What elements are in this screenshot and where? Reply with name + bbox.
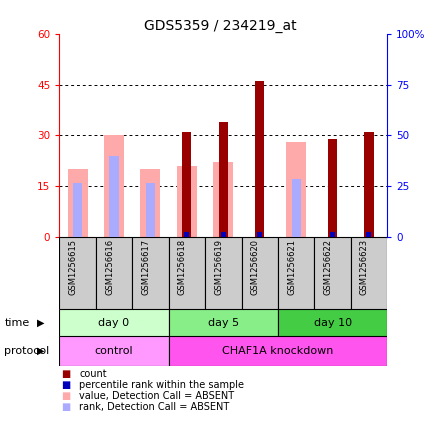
Text: GSM1256615: GSM1256615	[69, 239, 77, 295]
Bar	[177, 166, 197, 237]
Bar	[59, 309, 169, 336]
Text: GSM1256618: GSM1256618	[178, 239, 187, 295]
Bar	[169, 237, 205, 309]
Text: GSM1256623: GSM1256623	[360, 239, 369, 295]
Text: time: time	[4, 318, 29, 327]
Text: CHAF1A knockdown: CHAF1A knockdown	[222, 346, 334, 356]
Bar	[364, 132, 374, 237]
Bar	[278, 237, 314, 309]
Text: percentile rank within the sample: percentile rank within the sample	[79, 380, 244, 390]
Text: value, Detection Call = ABSENT: value, Detection Call = ABSENT	[79, 391, 235, 401]
Bar	[213, 162, 233, 237]
Bar	[182, 132, 191, 237]
Bar	[292, 179, 301, 237]
Bar	[73, 183, 82, 237]
Bar	[330, 232, 335, 237]
Bar	[169, 336, 387, 366]
Text: GSM1256620: GSM1256620	[251, 239, 260, 295]
Bar	[219, 122, 228, 237]
Text: GSM1256616: GSM1256616	[105, 239, 114, 295]
Bar	[68, 169, 88, 237]
Bar	[328, 139, 337, 237]
Bar	[140, 169, 161, 237]
Bar	[104, 135, 124, 237]
Text: rank, Detection Call = ABSENT: rank, Detection Call = ABSENT	[79, 402, 229, 412]
Text: ▶: ▶	[37, 318, 45, 327]
Bar	[146, 183, 155, 237]
Text: day 0: day 0	[99, 318, 130, 327]
Text: protocol: protocol	[4, 346, 50, 356]
Bar	[96, 237, 132, 309]
Bar	[367, 232, 371, 237]
Bar	[278, 309, 387, 336]
Bar	[351, 237, 387, 309]
Bar	[314, 237, 351, 309]
Bar	[110, 156, 119, 237]
Text: day 10: day 10	[314, 318, 352, 327]
Text: count: count	[79, 369, 107, 379]
Text: ■: ■	[62, 402, 71, 412]
Bar	[169, 309, 278, 336]
Text: day 5: day 5	[208, 318, 239, 327]
Bar	[221, 232, 226, 237]
Text: ■: ■	[62, 391, 71, 401]
Bar	[205, 237, 242, 309]
Bar	[255, 81, 264, 237]
Text: GSM1256619: GSM1256619	[214, 239, 223, 295]
Bar	[184, 232, 189, 237]
Text: GSM1256617: GSM1256617	[141, 239, 150, 295]
Text: ■: ■	[62, 369, 71, 379]
Text: ■: ■	[62, 380, 71, 390]
Bar	[132, 237, 169, 309]
Bar	[242, 237, 278, 309]
Text: GDS5359 / 234219_at: GDS5359 / 234219_at	[144, 19, 296, 33]
Text: ▶: ▶	[37, 346, 45, 356]
Bar	[257, 232, 262, 237]
Text: GSM1256621: GSM1256621	[287, 239, 296, 295]
Text: GSM1256622: GSM1256622	[323, 239, 333, 295]
Bar	[59, 336, 169, 366]
Bar	[59, 237, 96, 309]
Bar	[286, 142, 306, 237]
Text: control: control	[95, 346, 133, 356]
